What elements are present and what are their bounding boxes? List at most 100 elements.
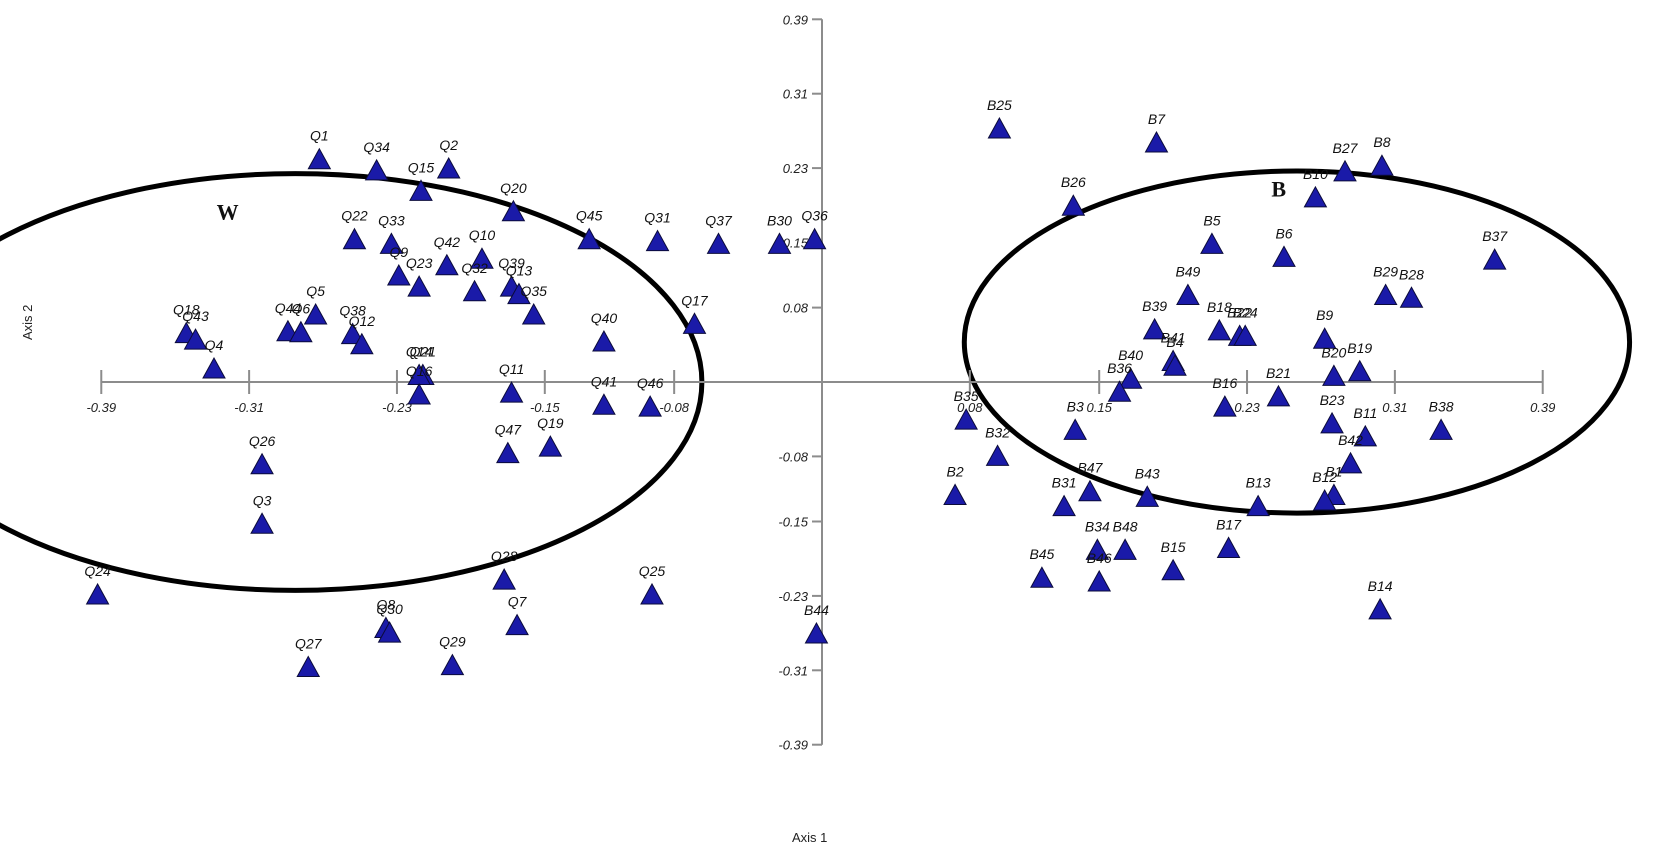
data-point: Q11 — [499, 361, 524, 403]
point-marker — [1347, 359, 1372, 382]
data-point: B29 — [1373, 264, 1398, 306]
point-marker — [1368, 597, 1392, 620]
point-label: Q45 — [576, 208, 603, 224]
point-marker — [1266, 384, 1291, 407]
data-point: B27 — [1333, 140, 1359, 182]
data-point: Q43 — [182, 308, 209, 350]
data-point: Q30 — [376, 601, 403, 643]
point-marker — [1246, 494, 1270, 517]
point-marker — [1087, 569, 1112, 592]
x-tick-label: 0.23 — [1234, 400, 1260, 415]
data-point: Q13 — [506, 263, 533, 305]
data-point: Q20 — [500, 180, 527, 222]
point-label: Q39 — [498, 255, 525, 271]
point-label: Q12 — [349, 313, 376, 329]
point-label: Q15 — [408, 159, 435, 175]
y-tick-label: 0.08 — [783, 301, 809, 316]
point-label: Q7 — [508, 594, 528, 610]
group-label-b: B — [1271, 177, 1286, 202]
point-label: Q13 — [506, 263, 533, 279]
point-label: Q2 — [439, 137, 458, 153]
data-point: B3 — [1063, 398, 1088, 440]
point-label: Q34 — [363, 139, 390, 155]
point-marker — [1213, 395, 1237, 417]
x-tick-label: -0.23 — [382, 400, 412, 415]
point-label: B3 — [1067, 398, 1084, 414]
point-marker — [592, 393, 616, 415]
point-label: Q23 — [406, 255, 433, 271]
point-marker — [1353, 424, 1378, 447]
data-point: B34 — [1085, 518, 1110, 560]
point-marker — [1030, 566, 1054, 588]
x-tick-label: 0.15 — [1087, 400, 1113, 415]
point-label: Q43 — [182, 308, 209, 324]
x-tick-label: -0.39 — [86, 400, 116, 415]
point-marker — [377, 621, 402, 643]
point-marker — [645, 229, 670, 252]
data-point: B26 — [1061, 174, 1086, 216]
data-point: Q26 — [249, 433, 275, 475]
point-marker — [307, 147, 332, 170]
point-label: B34 — [1085, 518, 1110, 534]
data-point: Q34 — [363, 139, 390, 181]
y-tick-label: -0.39 — [778, 738, 808, 753]
point-label: B32 — [985, 424, 1010, 440]
data-point: B15 — [1161, 539, 1186, 581]
point-marker — [767, 232, 792, 254]
point-marker — [638, 395, 662, 417]
point-marker — [1429, 418, 1453, 440]
point-marker — [1482, 248, 1507, 270]
data-point: Q46 — [637, 375, 664, 417]
point-marker — [1338, 451, 1363, 474]
point-label: B30 — [767, 212, 792, 228]
point-label: B37 — [1482, 228, 1508, 244]
data-point: B12 — [1312, 469, 1337, 511]
data-point: B24 — [1233, 304, 1258, 346]
point-label: B8 — [1373, 134, 1390, 150]
data-point: B30 — [767, 212, 792, 254]
point-label: Q46 — [637, 375, 664, 391]
point-label: Q38 — [339, 303, 366, 319]
y-tick-label: -0.31 — [778, 663, 808, 678]
point-label: B47 — [1077, 460, 1103, 476]
data-point: B46 — [1087, 550, 1112, 592]
point-label: Q19 — [537, 415, 564, 431]
y-tick-label: -0.08 — [778, 449, 808, 464]
point-label: B7 — [1148, 111, 1166, 127]
data-point: B20 — [1321, 344, 1347, 386]
x-axis-ticks: -0.39 -0.31 -0.23 -0.15 -0.08 0.08 0.15 0.23 0.3… — [86, 370, 1555, 415]
x-tick-label: -0.31 — [234, 400, 264, 415]
x-axis-title: Axis 1 — [792, 830, 827, 845]
data-point: Q2 — [436, 137, 461, 179]
point-label: B20 — [1321, 344, 1346, 360]
point-marker — [1216, 536, 1241, 558]
point-marker — [1052, 494, 1076, 517]
data-point: B4 — [1163, 334, 1187, 376]
point-marker — [470, 247, 494, 269]
data-point: B49 — [1175, 264, 1201, 306]
point-label: B21 — [1266, 365, 1291, 381]
point-marker — [682, 312, 707, 334]
point-label: Q24 — [84, 563, 111, 579]
data-point: B21 — [1266, 365, 1291, 407]
data-point: B11 — [1353, 405, 1378, 447]
data-point: B14 — [1368, 578, 1393, 620]
point-marker — [985, 444, 1010, 466]
point-marker — [1085, 538, 1110, 560]
group-circle-b — [961, 168, 1633, 516]
point-marker — [1135, 485, 1160, 507]
y-tick-label: -0.15 — [778, 515, 808, 530]
y-tick-label: -0.23 — [778, 589, 808, 604]
point-label: B29 — [1373, 264, 1398, 280]
point-marker — [85, 582, 110, 605]
point-label: Q37 — [705, 212, 733, 228]
data-point: Q47 — [495, 422, 522, 464]
point-label: B4 — [1166, 334, 1183, 350]
y-tick-label: 0.15 — [783, 236, 809, 251]
data-point: Q17 — [681, 292, 709, 334]
data-point: B35 — [954, 388, 979, 430]
point-label: B17 — [1216, 516, 1242, 532]
point-label: Q17 — [681, 292, 709, 308]
point-label: Q6 — [292, 301, 311, 317]
